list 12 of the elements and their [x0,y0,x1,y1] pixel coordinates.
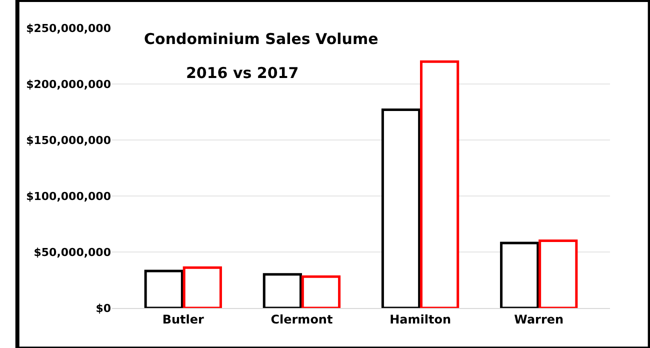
y-tick-label: $50,000,000 [34,246,112,259]
x-tick-label: Butler [162,312,204,326]
text: 2016 vs 2017 [186,64,299,82]
x-tick-label: Warren [514,312,564,326]
y-tick-label: $250,000,000 [26,22,112,35]
y-tick-label: $0 [96,302,112,315]
y-tick-label: $100,000,000 [26,190,112,203]
y-tick-label: $200,000,000 [26,78,112,91]
chart-title: Condominium Sales Volume [144,30,378,48]
x-tick-label: Hamilton [390,312,451,326]
x-tick-label: Clermont [270,312,333,326]
y-tick-label: $150,000,000 [26,134,112,147]
